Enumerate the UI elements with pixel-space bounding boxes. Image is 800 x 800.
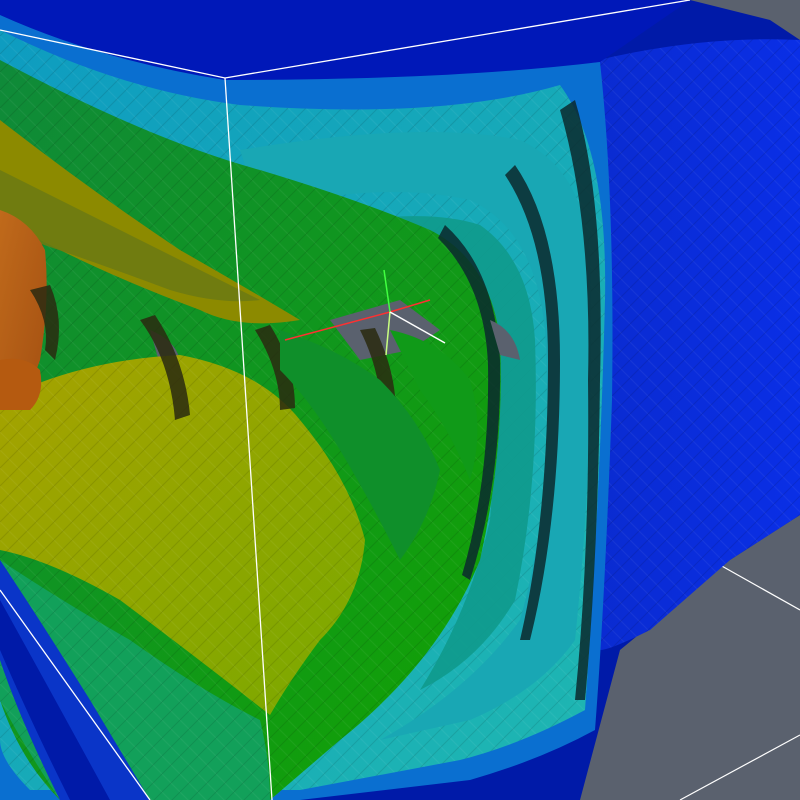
olive-ridge — [0, 170, 260, 302]
axis-z-line — [389, 311, 446, 344]
orientation-axes — [284, 269, 446, 356]
blue-block-mesh — [590, 39, 800, 650]
axis-y-line — [383, 269, 391, 313]
cavity-shadows — [438, 100, 601, 700]
bounding-box-outline — [0, 0, 691, 800]
orange-wedge — [0, 358, 42, 410]
inner-green-tubes — [280, 330, 478, 560]
axis-x-line-2 — [389, 299, 431, 313]
blue-bottom-wedge — [0, 560, 150, 800]
axis-y-line-2 — [385, 311, 391, 356]
dark-bottom-wedge — [0, 600, 110, 800]
axis-x-line — [284, 311, 391, 341]
floor-grid — [679, 564, 800, 800]
top-blue-band — [0, 0, 690, 80]
yellow-surface-mesh — [0, 355, 365, 715]
